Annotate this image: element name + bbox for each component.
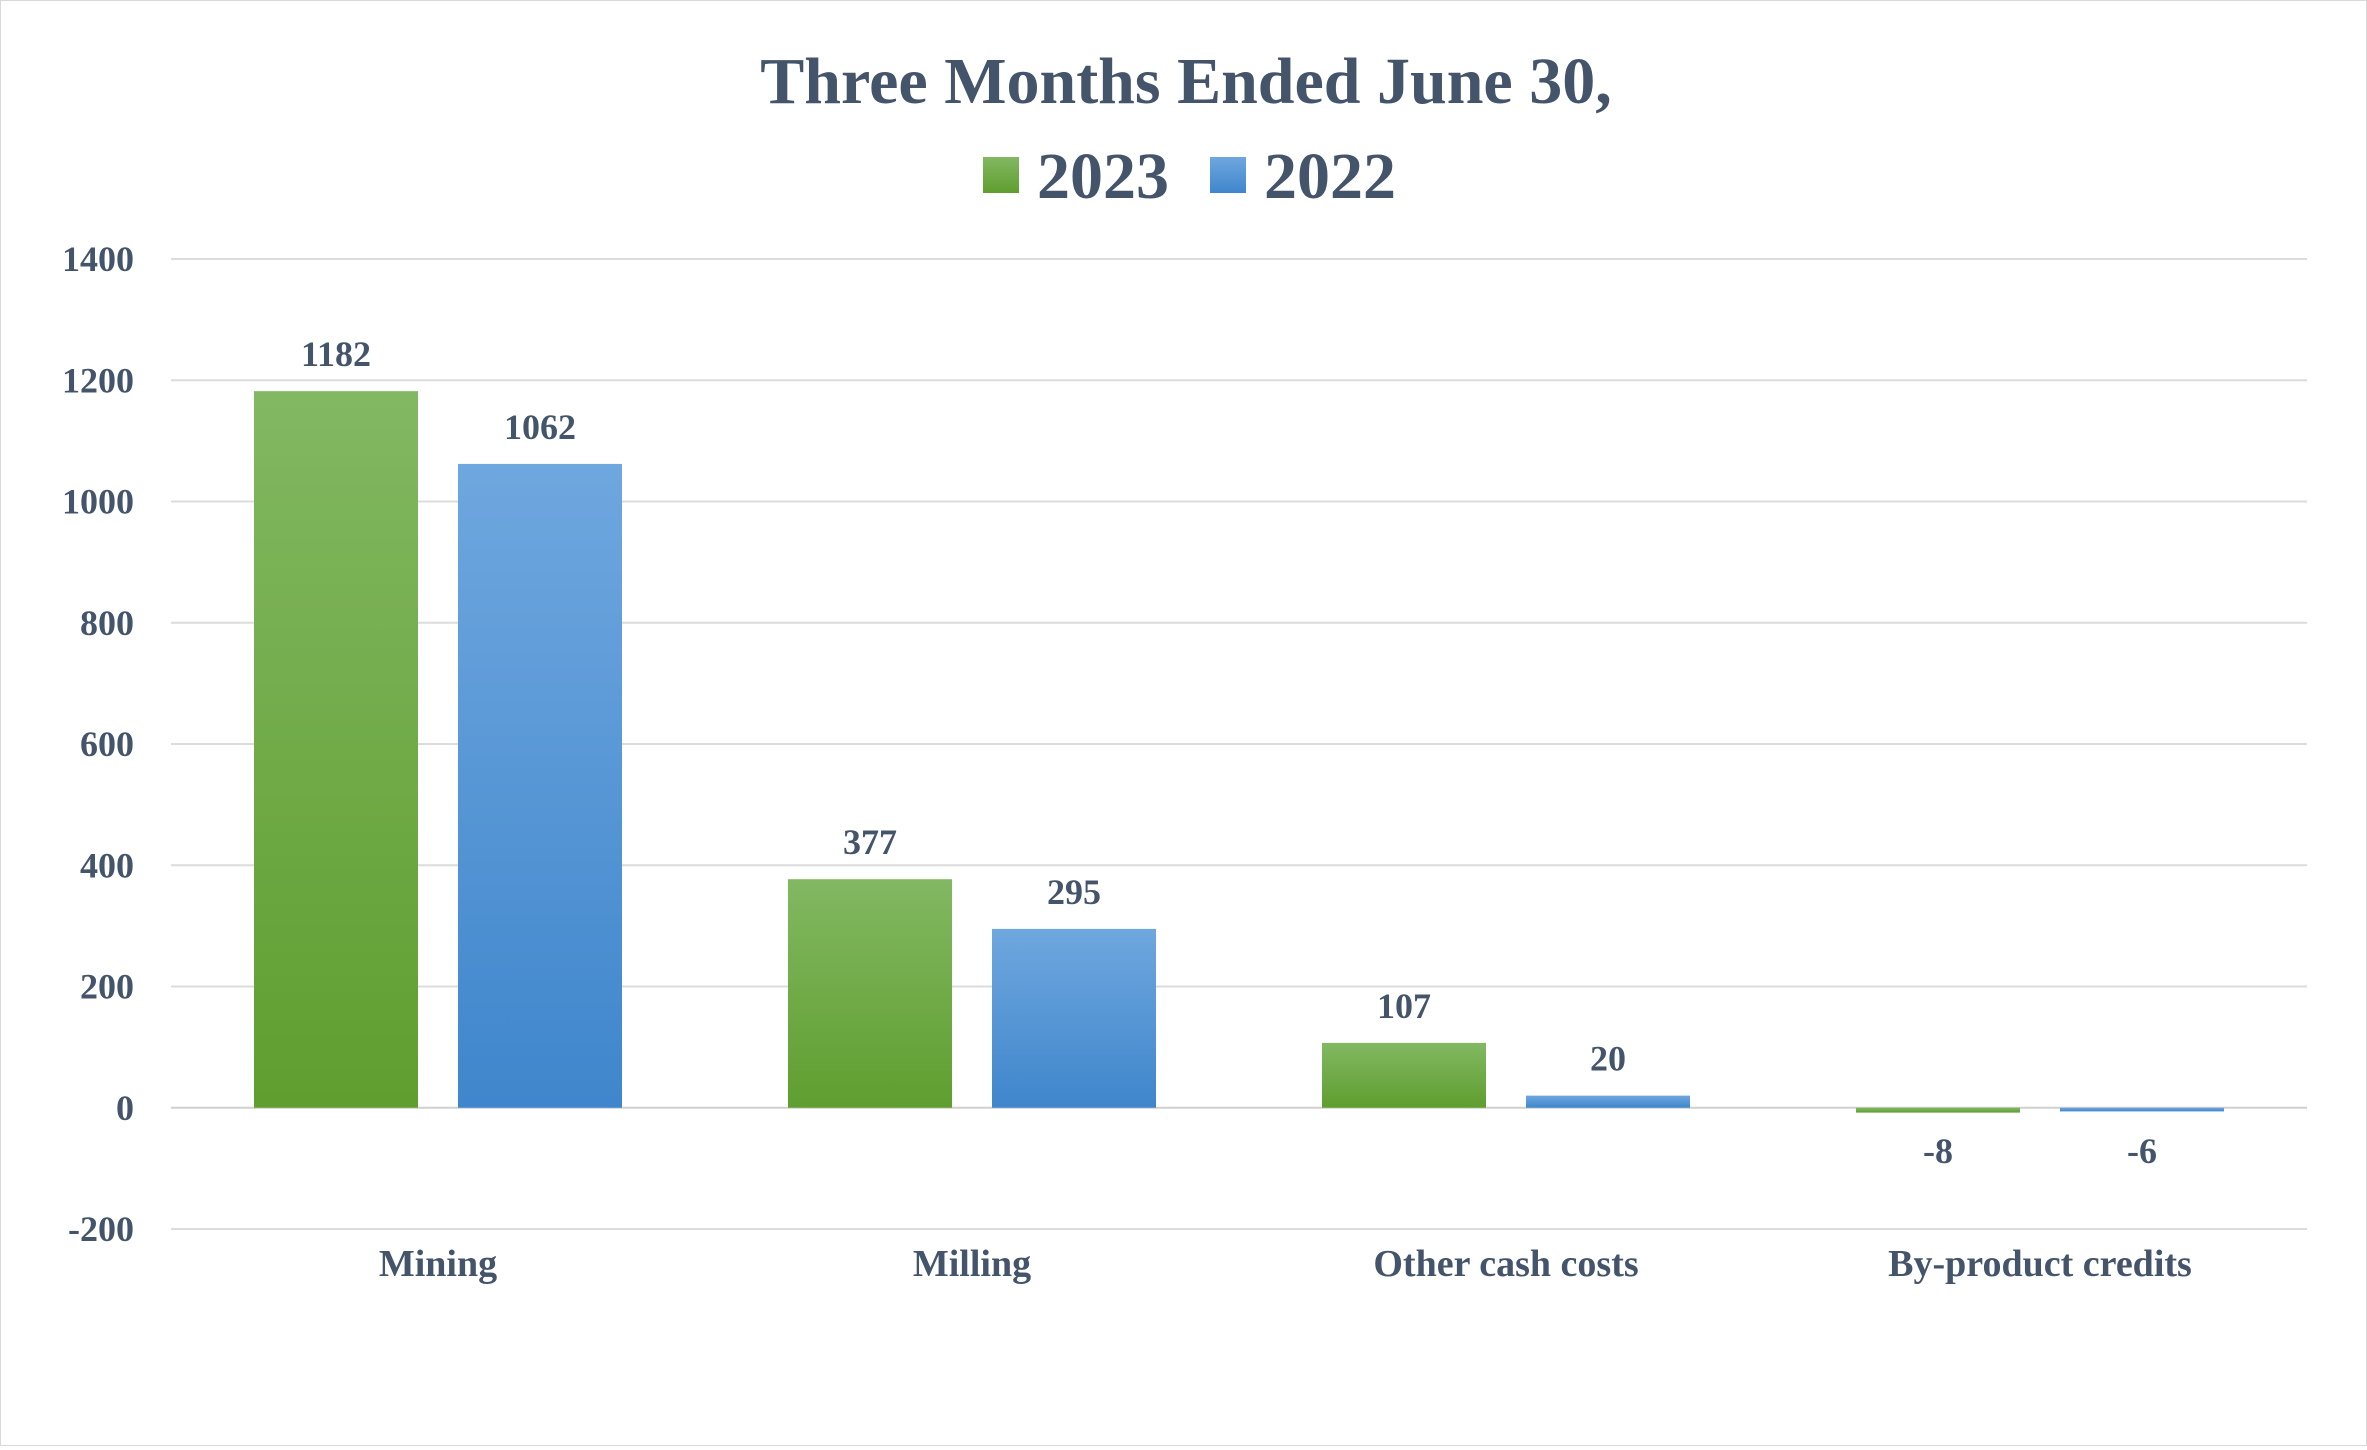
data-label: -6 bbox=[2127, 1131, 2157, 1171]
legend-label: 2023 bbox=[1037, 140, 1169, 213]
data-label: 1062 bbox=[504, 407, 576, 447]
bar-2023 bbox=[254, 391, 418, 1108]
bar-2022 bbox=[992, 928, 1156, 1108]
y-tick-label: 800 bbox=[80, 603, 134, 643]
y-tick-label: 0 bbox=[116, 1088, 134, 1128]
data-labels: 1182 1062 377 295 107 20 -8 -6 bbox=[301, 334, 2157, 1171]
y-tick-label: 200 bbox=[80, 967, 134, 1007]
bar-2023 bbox=[788, 879, 952, 1108]
chart-title: Three Months Ended June 30, bbox=[760, 45, 1611, 118]
legend-swatch-2022 bbox=[1210, 157, 1246, 193]
bar-2022 bbox=[1526, 1095, 1690, 1108]
x-category-label: By-product credits bbox=[1888, 1243, 2192, 1285]
data-label: 20 bbox=[1590, 1039, 1626, 1079]
y-tick-label: -200 bbox=[68, 1209, 134, 1249]
y-tick-label: 1000 bbox=[62, 482, 134, 522]
data-label: 107 bbox=[1377, 986, 1431, 1026]
data-label: -8 bbox=[1923, 1131, 1953, 1171]
legend: 2023 2022 bbox=[983, 140, 1396, 213]
bars bbox=[254, 391, 2224, 1113]
x-category-label: Other cash costs bbox=[1373, 1243, 1638, 1285]
bar-2022 bbox=[2060, 1107, 2224, 1112]
legend-label: 2022 bbox=[1264, 140, 1396, 213]
legend-swatch-2023 bbox=[983, 157, 1019, 193]
y-axis: -200 0 200 400 600 800 1000 1200 1400 bbox=[62, 239, 134, 1249]
data-label: 1182 bbox=[301, 334, 371, 374]
data-label: 295 bbox=[1047, 872, 1101, 912]
x-category-label: Mining bbox=[379, 1243, 497, 1285]
x-category-label: Milling bbox=[913, 1243, 1031, 1285]
y-tick-label: 1200 bbox=[62, 360, 134, 400]
bar-2022 bbox=[458, 463, 622, 1108]
bar-2023 bbox=[1856, 1107, 2020, 1113]
y-tick-label: 400 bbox=[80, 845, 134, 885]
x-axis: Mining Milling Other cash costs By-product … bbox=[379, 1243, 2192, 1285]
y-tick-label: 600 bbox=[80, 724, 134, 764]
y-tick-label: 1400 bbox=[62, 239, 134, 279]
data-label: 377 bbox=[843, 822, 897, 862]
bar-2023 bbox=[1322, 1042, 1486, 1108]
